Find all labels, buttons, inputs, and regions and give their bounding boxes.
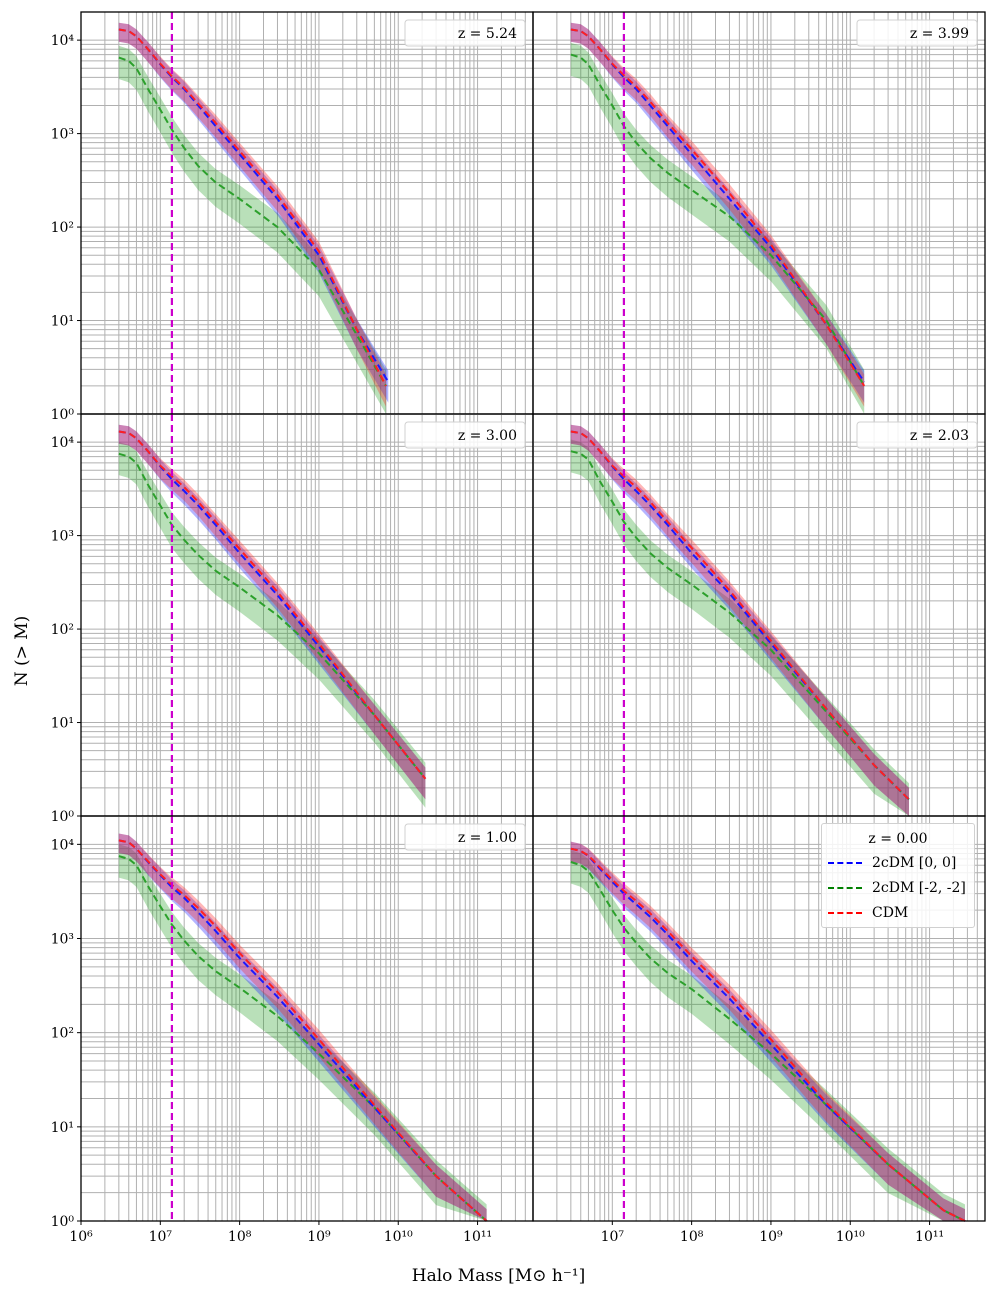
x-tick-label: 10¹¹ [463, 1229, 492, 1245]
line-2cdm-neg2 [118, 56, 387, 387]
legend: z = 0.00 2cDM [0, 0] 2cDM [-2, -2] CDM [821, 823, 975, 928]
y-tick-label: 10² [51, 622, 74, 638]
y-tick-label: 10⁰ [51, 1214, 75, 1230]
band-2cdm-neg2 [570, 850, 965, 1221]
x-tick-label: 10⁶ [69, 1229, 93, 1245]
redshift-label-box [404, 421, 526, 449]
x-tick-label: 10⁷ [149, 1229, 173, 1245]
redshift-label-box [856, 421, 978, 449]
y-tick-label: 10³ [51, 529, 74, 545]
band-2cdm-neg2 [118, 442, 426, 808]
legend-entry-2cdm-0-0: 2cDM [0, 0] [822, 850, 974, 875]
legend-swatch-green [828, 886, 862, 889]
line-2cdm-neg2 [570, 450, 910, 801]
x-axis-label: Halo Mass [M⊙ h⁻¹] [411, 1266, 586, 1286]
y-axis-label: N (> M) [12, 615, 32, 687]
band-2cdm-0-0 [570, 424, 909, 816]
line-2cdm-neg2 [118, 452, 427, 780]
band-2cdm-0-0 [570, 22, 865, 403]
x-tick-label: 10¹⁰ [384, 1229, 413, 1245]
band-2cdm-neg2 [570, 439, 909, 816]
line-cdm [570, 28, 866, 387]
band-cdm [118, 424, 426, 800]
line-cdm [570, 430, 910, 801]
x-tick-label: 10¹¹ [915, 1229, 944, 1245]
band-cdm [570, 424, 909, 816]
redshift-label-box [856, 19, 978, 47]
panel-top-left: 10⁰ 10¹ 10² 10³ 10⁴ z = 5.24 [51, 11, 534, 423]
redshift-label: z = 3.99 [910, 26, 969, 42]
y-tick-label: 10⁰ [51, 809, 75, 825]
redshift-label: z = 1.00 [458, 830, 517, 846]
y-tick-label: 10³ [51, 932, 74, 948]
line-2cdm-neg2 [570, 53, 866, 387]
line-cdm [118, 430, 427, 780]
x-tick-label: 10⁹ [759, 1229, 783, 1245]
panel-frame [532, 815, 986, 1222]
line-2cdm-neg2 [570, 861, 966, 1222]
x-tick-label: 10⁷ [601, 1229, 625, 1245]
y-tick-label: 10¹ [51, 314, 74, 330]
y-tick-label: 10¹ [51, 716, 74, 732]
band-2cdm-0-0 [118, 424, 426, 800]
redshift-label: z = 5.24 [458, 26, 517, 42]
y-tick-label: 10⁴ [51, 435, 75, 451]
legend-swatch-red [828, 911, 862, 914]
panel-top-right: z = 3.99 [532, 11, 986, 415]
line-cdm [118, 839, 488, 1222]
legend-title: z = 0.00 [868, 831, 928, 847]
x-tick-label: 10⁸ [680, 1229, 704, 1245]
y-tick-label: 10⁴ [51, 837, 75, 853]
panel-bottom-left: 10⁰ 10¹ 10² 10³ 10⁴ z = 1.00 [51, 815, 534, 1230]
panel-middle-left: 10⁰ 10¹ 10² 10³ 10⁴ z = 3.00 [51, 413, 534, 825]
legend-swatch-blue [828, 861, 862, 864]
x-tick-label: 10⁹ [307, 1229, 331, 1245]
x-tick-label: 10¹⁰ [836, 1229, 865, 1245]
band-cdm [570, 22, 865, 407]
band-2cdm-neg2 [118, 844, 487, 1221]
y-tick-label: 10¹ [51, 1120, 74, 1136]
line-2cdm-neg2 [118, 855, 488, 1222]
x-tick-label: 10⁸ [228, 1229, 252, 1245]
y-tick-label: 10⁰ [51, 407, 75, 423]
legend-entry-cdm: CDM [822, 900, 974, 925]
redshift-label-box [404, 823, 526, 851]
band-2cdm-neg2 [118, 45, 387, 415]
line-cdm [570, 847, 966, 1222]
y-tick-label: 10³ [51, 127, 74, 143]
y-tick-label: 10² [51, 220, 74, 236]
y-tick-label: 10² [51, 1026, 74, 1042]
redshift-label-box [404, 19, 526, 47]
redshift-label: z = 2.03 [910, 428, 969, 444]
line-cdm [118, 28, 387, 387]
redshift-label: z = 3.00 [458, 428, 517, 444]
legend-entry-2cdm-neg2: 2cDM [-2, -2] [822, 875, 974, 900]
y-tick-label: 10⁴ [51, 33, 75, 49]
band-2cdm-neg2 [570, 42, 865, 415]
panel-middle-right: z = 2.03 [532, 413, 986, 817]
